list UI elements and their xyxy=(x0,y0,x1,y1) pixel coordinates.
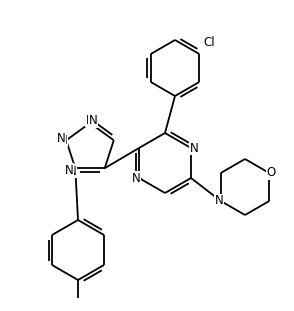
Text: O: O xyxy=(267,166,276,179)
Text: Cl: Cl xyxy=(203,35,215,49)
Text: N: N xyxy=(132,171,141,184)
Text: N: N xyxy=(86,114,94,127)
Text: N: N xyxy=(68,165,77,178)
Text: N: N xyxy=(65,164,74,177)
Text: N: N xyxy=(214,194,223,207)
Text: N: N xyxy=(68,165,77,178)
Text: N: N xyxy=(59,134,68,147)
Text: N: N xyxy=(88,114,97,128)
Text: N: N xyxy=(57,132,66,145)
Text: N: N xyxy=(190,142,198,155)
